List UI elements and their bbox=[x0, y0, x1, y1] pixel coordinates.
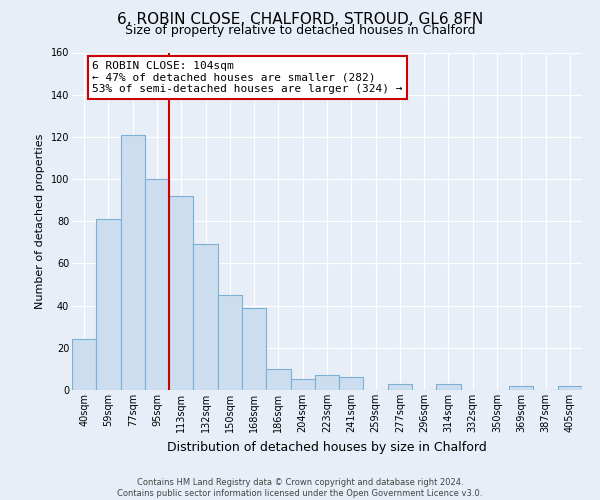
Bar bbox=[315, 375, 339, 390]
Text: Contains HM Land Registry data © Crown copyright and database right 2024.
Contai: Contains HM Land Registry data © Crown c… bbox=[118, 478, 482, 498]
Bar bbox=[169, 196, 193, 390]
Bar bbox=[121, 135, 145, 390]
Bar bbox=[509, 386, 533, 390]
Bar bbox=[290, 380, 315, 390]
Bar bbox=[193, 244, 218, 390]
Bar bbox=[145, 179, 169, 390]
Bar bbox=[266, 369, 290, 390]
X-axis label: Distribution of detached houses by size in Chalford: Distribution of detached houses by size … bbox=[167, 440, 487, 454]
Bar bbox=[218, 295, 242, 390]
Text: Size of property relative to detached houses in Chalford: Size of property relative to detached ho… bbox=[125, 24, 475, 37]
Bar bbox=[96, 219, 121, 390]
Y-axis label: Number of detached properties: Number of detached properties bbox=[35, 134, 45, 309]
Text: 6 ROBIN CLOSE: 104sqm
← 47% of detached houses are smaller (282)
53% of semi-det: 6 ROBIN CLOSE: 104sqm ← 47% of detached … bbox=[92, 61, 403, 94]
Bar bbox=[339, 378, 364, 390]
Text: 6, ROBIN CLOSE, CHALFORD, STROUD, GL6 8FN: 6, ROBIN CLOSE, CHALFORD, STROUD, GL6 8F… bbox=[117, 12, 483, 28]
Bar bbox=[436, 384, 461, 390]
Bar bbox=[388, 384, 412, 390]
Bar bbox=[72, 340, 96, 390]
Bar bbox=[558, 386, 582, 390]
Bar bbox=[242, 308, 266, 390]
